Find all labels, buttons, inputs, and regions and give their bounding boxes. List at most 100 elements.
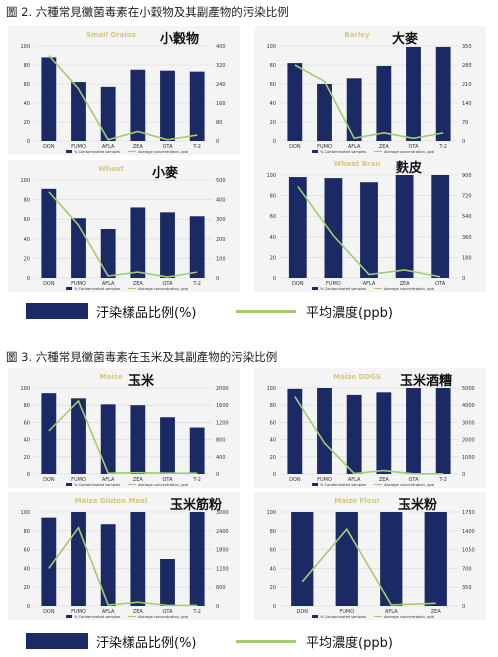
y2-tick-label: 80 (216, 120, 222, 126)
y2-tick-label: 0 (216, 604, 219, 610)
legend-bar-label: 汙染樣品比例(%) (96, 306, 197, 321)
x-tick-label: FUMO (71, 609, 86, 615)
y-tick-label: 20 (24, 256, 30, 262)
bar (435, 46, 451, 142)
legend-bar-swatch (26, 303, 88, 319)
bar (189, 427, 205, 474)
y-tick-label: 100 (266, 386, 276, 392)
y-tick-label: 0 (273, 472, 276, 478)
chart-svg: Maize 0 20 40 60 80 100 0 400 800 1200 1600 2000 DON F… (20, 373, 229, 487)
x-tick-label: AFLA (363, 281, 376, 287)
y2-tick-label: 0 (462, 472, 465, 478)
y-tick-label: 40 (24, 566, 30, 572)
y2-tick-label: 1600 (216, 403, 229, 409)
y2-tick-label: 1750 (462, 510, 475, 516)
y2-tick-label: 240 (216, 82, 226, 88)
x-tick-label: AFLA (102, 144, 115, 150)
chart-svg: Wheat 0 20 40 60 80 100 0 100 200 300 400 500 DON FUMO… (20, 165, 226, 291)
inner-legend-line-label: Average concentration, ppb (138, 287, 189, 291)
x-tick-label: DON (43, 281, 55, 287)
chart-svg: Maize Flour 0 20 40 60 80 100 0 350 700 1050 1400 17… (266, 497, 475, 619)
y-tick-label: 40 (270, 235, 276, 241)
bar (317, 388, 332, 474)
x-tick-label: DON (292, 281, 304, 287)
chart-title: Maize Flour (334, 497, 380, 505)
inner-legend-bar-label: % Contaminated samples (320, 615, 366, 619)
y-tick-label: 80 (24, 529, 30, 535)
x-tick-label: DON (43, 144, 55, 150)
legend-line-swatch (236, 310, 296, 313)
chart-title: Wheat Bran (334, 160, 380, 168)
y2-tick-label: 0 (462, 604, 465, 610)
bar (424, 512, 447, 606)
chart-subtitle: 大麥 (392, 32, 419, 47)
chart-svg: Small Grains 0 20 40 60 80 100 0 80 160 240 320 400 D… (20, 31, 226, 154)
inner-legend-bar-swatch (66, 483, 73, 486)
series-line (301, 527, 436, 606)
y2-tick-label: 1200 (216, 420, 229, 426)
chart-subtitle: 小穀物 (160, 32, 200, 47)
y2-tick-label: 400 (216, 455, 226, 461)
series-line (294, 64, 444, 140)
legend-line-swatch (236, 640, 296, 643)
y2-tick-label: 350 (462, 44, 472, 50)
y2-tick-label: 4000 (462, 403, 475, 409)
x-tick-label: FUMO (71, 144, 86, 150)
y-tick-label: 40 (24, 438, 30, 444)
bar (189, 216, 205, 278)
y2-tick-label: 280 (462, 63, 472, 69)
y-tick-label: 40 (270, 438, 276, 444)
bar (376, 392, 392, 474)
y2-tick-label: 500 (216, 178, 226, 184)
x-tick-label: AFLA (102, 281, 115, 287)
series-line (48, 526, 198, 607)
inner-legend-line-label: Average concentration, ppb (138, 150, 189, 154)
chart-maize: Maize 0 20 40 60 80 100 0 400 800 1200 1600 2000 DON F… (8, 368, 240, 488)
y2-tick-label: 180 (462, 255, 472, 261)
y2-tick-label: 320 (216, 63, 226, 69)
chart-subtitle: 小麥 (152, 166, 179, 181)
y-tick-label: 60 (270, 420, 276, 426)
bar (41, 188, 57, 278)
x-tick-label: T-2 (192, 477, 201, 483)
x-tick-label: OTA (162, 477, 173, 483)
y-tick-label: 0 (27, 604, 30, 610)
x-tick-label: ZEA (400, 281, 411, 287)
y-tick-label: 100 (20, 510, 30, 516)
y-tick-label: 60 (270, 82, 276, 88)
y2-tick-label: 0 (216, 139, 219, 145)
bar (100, 86, 116, 141)
y-tick-label: 40 (270, 566, 276, 572)
chart-maize-flour: Maize Flour 0 20 40 60 80 100 0 350 700 1050 1400 17… (254, 492, 486, 620)
y-tick-label: 20 (270, 585, 276, 591)
series-line (48, 399, 198, 474)
x-tick-label: OTA (408, 144, 419, 150)
y2-tick-label: 0 (216, 472, 219, 478)
inner-legend-bar-swatch (66, 287, 73, 290)
inner-legend-bar-label: % Contaminated samples (74, 483, 120, 487)
bar (335, 512, 358, 606)
series-line (48, 54, 198, 141)
x-tick-label: OTA (162, 144, 173, 150)
y2-tick-label: 5000 (462, 386, 475, 392)
bar (317, 84, 332, 141)
chart-small-grains: Small Grains 0 20 40 60 80 100 0 80 160 240 320 400 D… (8, 26, 240, 155)
y2-tick-label: 600 (216, 585, 226, 591)
chart-barley: Barley 0 20 40 60 80 100 0 70 140 210 280 350 DON FUMO… (254, 26, 486, 155)
x-tick-label: FUMO (317, 477, 332, 483)
chart-subtitle: 玉米筋粉 (170, 498, 223, 513)
x-tick-label: ZEA (133, 281, 144, 287)
figure-2-legend: 汙染樣品比例(%) 平均濃度(ppb) (0, 300, 498, 322)
bar (71, 82, 86, 141)
x-tick-label: ZEA (379, 144, 390, 150)
x-tick-label: T-2 (192, 281, 201, 287)
chart-wheat: Wheat 0 20 40 60 80 100 0 100 200 300 400 500 DON FUMO… (8, 160, 240, 292)
y-tick-label: 60 (24, 420, 30, 426)
chart-title: Barley (344, 31, 370, 39)
series-line (297, 185, 441, 278)
y2-tick-label: 360 (462, 235, 472, 241)
bar (189, 512, 205, 606)
chart-maize-ddgs: Maize DDGS 0 20 40 60 80 100 0 1000 2000 3000 4000 5… (254, 368, 486, 488)
y2-tick-label: 800 (216, 438, 226, 444)
chart-svg: Barley 0 20 40 60 80 100 0 70 140 210 280 350 DON FUMO… (266, 31, 472, 154)
